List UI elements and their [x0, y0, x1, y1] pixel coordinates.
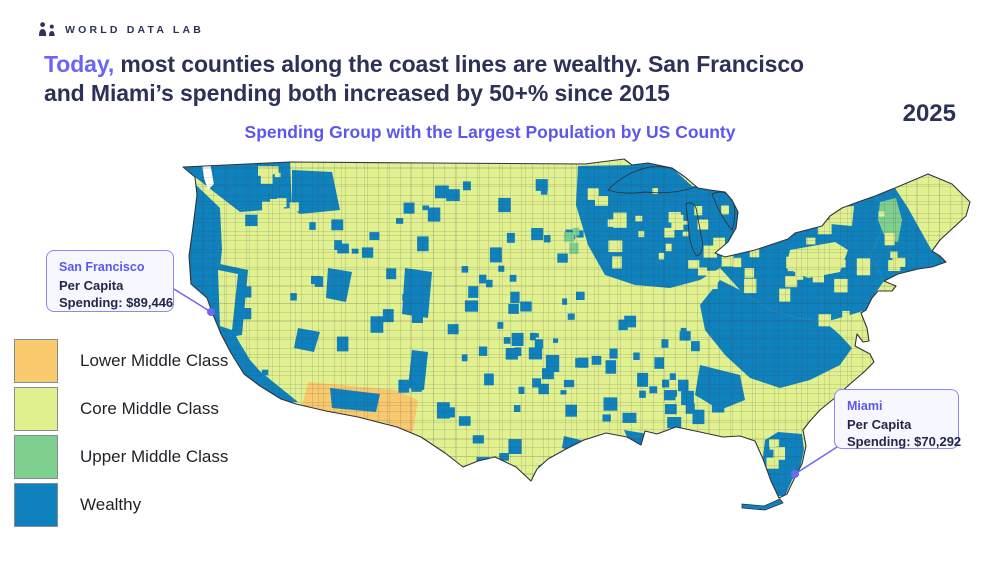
legend-item-upper-middle-class: Upper Middle Class: [14, 434, 228, 479]
legend-swatch-core: [14, 386, 58, 431]
year-label: 2025: [902, 100, 956, 127]
county-fill-layer: [183, 159, 970, 498]
map-title: Spending Group with the Largest Populati…: [244, 122, 736, 142]
callout-value: Spending: $89,446: [59, 294, 174, 310]
people-icon: [39, 22, 55, 36]
callout-metric: Per Capita: [59, 278, 124, 293]
legend-item-lower-middle-class: Lower Middle Class: [14, 338, 228, 383]
miami-callout: Miami Per Capita Spending: $70,292: [834, 389, 962, 449]
headline-highlight: Today,: [44, 51, 115, 77]
us-county-choropleth-map: [180, 150, 992, 518]
legend-label: Core Middle Class: [80, 398, 219, 418]
legend-item-wealthy: Wealthy: [14, 482, 228, 527]
legend-label: Lower Middle Class: [80, 350, 229, 370]
legend-label: Upper Middle Class: [80, 446, 229, 466]
headline: Today, most counties along the coast lin…: [44, 50, 944, 109]
brand-name: WORLD DATA LAB: [65, 23, 205, 36]
us-outline: [182, 158, 971, 499]
legend-swatch-upper: [14, 434, 58, 479]
legend-swatch-wealthy: [14, 482, 58, 527]
florida-keys: [741, 498, 784, 511]
brand-logo: WORLD DATA LAB: [38, 22, 204, 37]
callout-city: Miami: [847, 399, 883, 413]
callout-city: San Francisco: [59, 260, 145, 274]
legend-label: Wealthy: [80, 494, 142, 514]
legend: Lower Middle Class Core Middle Class Upp…: [14, 338, 228, 530]
san-francisco-callout: San Francisco Per Capita Spending: $89,4…: [46, 250, 174, 312]
legend-swatch-lower: [14, 338, 58, 383]
headline-line-1: Today, most counties along the coast lin…: [44, 51, 804, 77]
headline-line-2: and Miami’s spending both increased by 5…: [44, 80, 670, 107]
callout-metric: Per Capita: [847, 417, 912, 432]
legend-item-core-middle-class: Core Middle Class: [14, 386, 228, 431]
callout-value: Spending: $70,292: [847, 433, 962, 449]
